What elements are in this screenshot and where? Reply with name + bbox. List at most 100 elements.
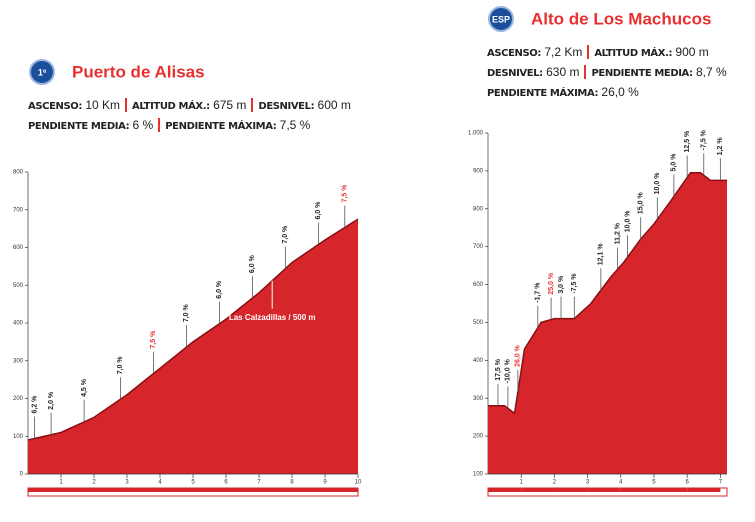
km-segment xyxy=(160,488,193,492)
stat-label: PENDIENTE MÁXIMA: xyxy=(487,88,599,99)
stat-value: 900 m xyxy=(672,45,709,59)
profile-line xyxy=(488,172,727,415)
x-tick-label: 8 xyxy=(290,480,294,486)
km-segment xyxy=(488,488,522,492)
gradient-label: 11,2 % xyxy=(614,222,621,244)
x-tick-label: 5 xyxy=(191,480,195,486)
y-tick-label: 100 xyxy=(473,472,484,478)
profile-area xyxy=(488,172,727,475)
badge-circle xyxy=(488,6,514,32)
stat-value: 8,7 % xyxy=(692,65,727,79)
gradient-label: 26,0 % xyxy=(515,344,522,367)
stat: PENDIENTE MÁXIMA: 7,5 % xyxy=(158,118,311,132)
badge-text: 1ª xyxy=(38,67,47,77)
stat-label: ALTITUD MÁX.: xyxy=(594,48,673,59)
km-segment xyxy=(28,488,61,492)
x-tick-label: 3 xyxy=(125,480,129,486)
y-tick-label: 200 xyxy=(13,396,24,402)
gradient-label: 2,0 % xyxy=(48,391,55,410)
gradient-label: -1,7 % xyxy=(535,282,542,303)
x-tick-label: 2 xyxy=(92,480,96,486)
gradient-label: 1,2 % xyxy=(717,137,724,156)
stat-value: 7,5 % xyxy=(276,118,311,132)
x-tick-label: 1 xyxy=(520,480,524,486)
badge-circle xyxy=(29,59,55,85)
stat-label: DESNIVEL: xyxy=(487,68,543,79)
stat: PENDIENTE MÁXIMA: 26,0 % xyxy=(487,85,639,99)
x-tick-label: 3 xyxy=(586,480,590,486)
x-tick-label: 9 xyxy=(323,480,327,486)
gradient-label: 6,0 % xyxy=(216,280,223,299)
gradient-label: 12,1 % xyxy=(598,243,605,266)
stat-value: 7,2 Km xyxy=(540,45,583,59)
gradient-label: 6,0 % xyxy=(249,254,256,273)
stat: ALTITUD MÁX.: 900 m xyxy=(587,45,709,59)
stat-label: DESNIVEL: xyxy=(258,101,315,112)
stat: DESNIVEL: 600 m xyxy=(251,98,351,112)
y-tick-label: 100 xyxy=(13,434,24,440)
stats-line: DESNIVEL: 630 m PENDIENTE MEDIA: 8,7 % xyxy=(487,63,727,83)
stat: PENDIENTE MEDIA: 8,7 % xyxy=(584,65,727,79)
stats: ASCENSO: 10 Km ALTITUD MÁX.: 675 m DESNIVE… xyxy=(28,96,351,136)
x-tick-label: 7 xyxy=(257,480,261,486)
y-tick-label: 500 xyxy=(13,283,24,289)
gradient-label: 6,0 % xyxy=(315,201,322,220)
x-tick-label: 6 xyxy=(224,480,228,486)
stat: PENDIENTE MEDIA: 6 % xyxy=(28,118,153,132)
y-tick-label: 200 xyxy=(473,434,484,440)
chart-title: Puerto de Alisas xyxy=(72,62,205,81)
stats-line: ASCENSO: 7,2 Km ALTITUD MÁX.: 900 m xyxy=(487,43,727,63)
y-tick-label: 600 xyxy=(13,245,24,251)
stat-label: PENDIENTE MEDIA: xyxy=(28,121,130,132)
stat: DESNIVEL: 630 m xyxy=(487,65,579,79)
gradient-label: 12,5 % xyxy=(684,130,691,153)
km-segment xyxy=(653,488,688,492)
gradient-label: -7,5 % xyxy=(701,129,708,150)
stat: ASCENSO: 10 Km xyxy=(28,98,120,112)
y-tick-label: 1.000 xyxy=(468,131,484,137)
km-segment xyxy=(587,488,621,492)
gradient-label: 6,2 % xyxy=(31,395,38,414)
km-segment xyxy=(61,488,94,492)
gradient-label: -7,5 % xyxy=(571,273,578,294)
profile-area xyxy=(28,219,358,474)
stat-label: PENDIENTE MEDIA: xyxy=(591,68,693,79)
stats-line: ASCENSO: 10 Km ALTITUD MÁX.: 675 m DESNIVE… xyxy=(28,96,351,116)
km-segment xyxy=(193,488,226,492)
stat-label: ALTITUD MÁX.: xyxy=(132,101,210,112)
stat-label: ASCENSO: xyxy=(28,101,82,112)
x-tick-label: 2 xyxy=(553,480,557,486)
gradient-label: -10,0 % xyxy=(505,358,512,383)
x-tick-label: 6 xyxy=(685,480,689,486)
y-tick-label: 900 xyxy=(473,168,484,174)
km-segment xyxy=(554,488,588,492)
y-tick-label: 800 xyxy=(13,170,24,176)
km-segment xyxy=(292,488,325,492)
gradient-label: 17,5 % xyxy=(495,358,502,381)
y-tick-label: 0 xyxy=(20,472,24,478)
stat-value: 6 % xyxy=(129,118,154,132)
gradient-label: 5,0 % xyxy=(671,153,678,172)
gradient-label: 15,0 % xyxy=(638,192,645,215)
km-segment xyxy=(521,488,555,492)
gradient-label: 7,0 % xyxy=(282,225,289,244)
y-tick-label: 800 xyxy=(473,206,484,212)
gradient-label: 7,5 % xyxy=(342,184,349,203)
km-segment xyxy=(94,488,127,492)
km-segment xyxy=(127,488,160,492)
profile-line xyxy=(27,218,359,441)
gradient-label: 7,0 % xyxy=(117,356,124,375)
annotation: Las Calzadillas / 500 m xyxy=(229,313,316,322)
x-tick-label: 5 xyxy=(652,480,656,486)
stat: ALTITUD MÁX.: 675 m xyxy=(125,98,247,112)
stats-line: PENDIENTE MEDIA: 6 % PENDIENTE MÁXIMA: 7,… xyxy=(28,116,351,136)
stat-value: 600 m xyxy=(314,98,351,112)
y-tick-label: 400 xyxy=(13,321,24,327)
y-tick-label: 300 xyxy=(473,396,484,402)
km-segment xyxy=(687,488,721,492)
gradient-label: 10,0 % xyxy=(654,172,661,195)
x-tick-label: 4 xyxy=(619,480,623,486)
gradient-label: 7,0 % xyxy=(183,303,190,322)
